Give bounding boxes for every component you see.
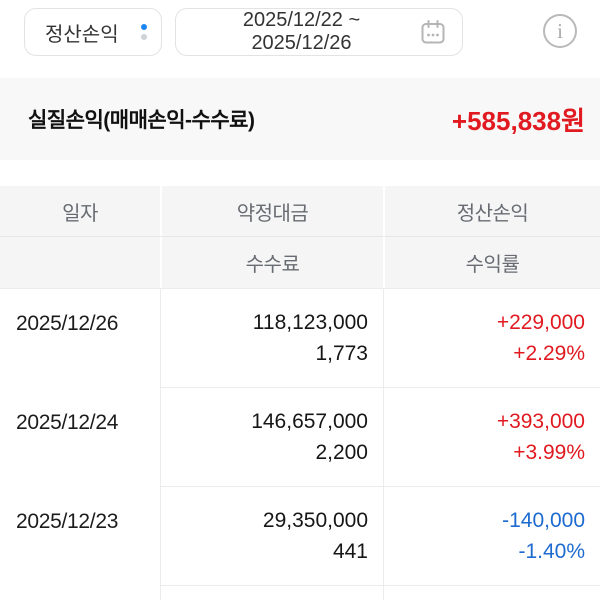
row-fee: 1,773 [315, 342, 368, 365]
table-row[interactable]: 2025/12/24 146,657,000 2,200 +393,000 +3… [0, 388, 600, 487]
summary-value: +585,838원 [451, 105, 585, 136]
row-fee: 441 [332, 540, 368, 563]
table-header: 일자 약정대금 정산손익 수수료 수익률 [0, 186, 600, 289]
table-row[interactable]: 2025/12/26 118,123,000 1,773 +229,000 +2… [0, 289, 600, 388]
row-fee: 2,200 [315, 441, 368, 464]
row-pl: -140,000 [502, 509, 585, 532]
info-icon[interactable]: i [543, 14, 577, 48]
row-date: 2025/12/24 [16, 410, 119, 434]
row-rate: -1.40% [518, 540, 585, 563]
header-pl: 정산손익 [383, 186, 600, 236]
row-rate: +2.29% [513, 342, 585, 365]
header-amount: 약정대금 [160, 186, 383, 236]
row-amount: 29,350,000 [262, 509, 368, 532]
summary-bar: 실질손익(매매손익-수수료) +585,838원 [0, 78, 600, 160]
report-type-label: 정산손익 [45, 23, 119, 46]
info-glyph: i [557, 18, 563, 43]
summary-label: 실질손익(매매손익-수수료) [28, 109, 255, 132]
header-date-sub [0, 237, 160, 288]
table-row-partial [0, 586, 600, 600]
row-pl: +229,000 [496, 311, 585, 334]
date-range-button[interactable]: 2025/12/22 ~ 2025/12/26 [175, 8, 463, 56]
row-date: 2025/12/23 [16, 509, 119, 533]
table-body: 2025/12/26 118,123,000 1,773 +229,000 +2… [0, 289, 600, 586]
row-amount: 146,657,000 [251, 410, 368, 433]
row-rate: +3.99% [513, 441, 585, 464]
toggle-dots-icon [141, 24, 147, 40]
table-row[interactable]: 2025/12/23 29,350,000 441 -140,000 -1.40… [0, 487, 600, 586]
spacer [0, 160, 600, 186]
date-range-value: 2025/12/22 ~ 2025/12/26 [242, 9, 361, 54]
header-date: 일자 [62, 202, 98, 225]
settlement-table: 일자 약정대금 정산손익 수수료 수익률 2025/12/26 118,123,… [0, 186, 600, 600]
row-date: 2025/12/26 [16, 311, 119, 335]
toolbar: 정산손익 2025/12/22 ~ 2025/12/26 i [0, 0, 600, 78]
calendar-icon [421, 20, 445, 44]
row-pl: +393,000 [496, 410, 585, 433]
header-fee: 수수료 [160, 237, 383, 288]
row-amount: 118,123,000 [252, 311, 368, 334]
report-type-button[interactable]: 정산손익 [24, 8, 162, 56]
header-rate: 수익률 [383, 237, 600, 288]
